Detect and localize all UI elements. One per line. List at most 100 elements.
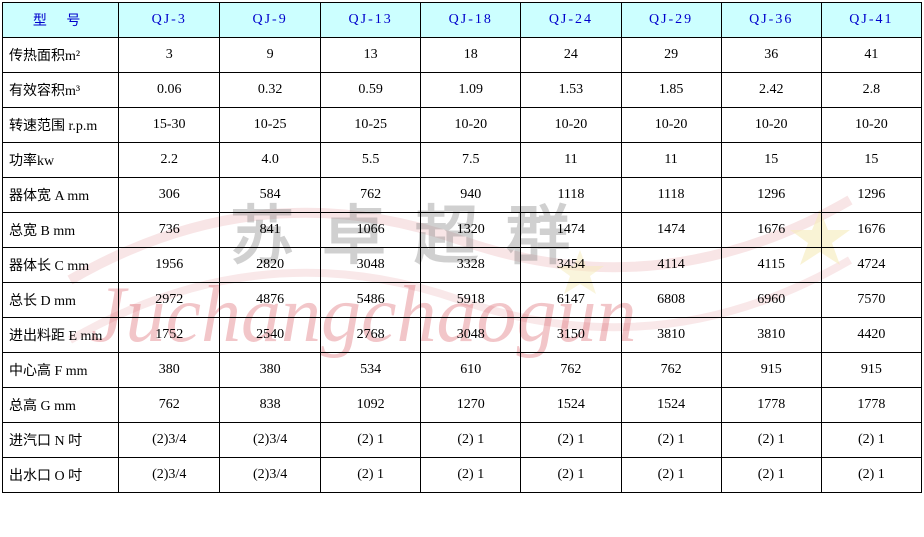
cell: (2) 1 (421, 423, 521, 458)
cell: 15 (821, 143, 921, 178)
cell: 4876 (220, 283, 321, 318)
cell: 1474 (621, 213, 721, 248)
cell: 10-20 (421, 108, 521, 143)
cell: 915 (721, 353, 821, 388)
cell: (2)3/4 (220, 423, 321, 458)
cell: 2768 (321, 318, 421, 353)
cell: 1778 (721, 388, 821, 423)
cell: 5.5 (321, 143, 421, 178)
cell: (2) 1 (821, 458, 921, 493)
cell: (2)3/4 (220, 458, 321, 493)
cell: 4115 (721, 248, 821, 283)
cell: 5486 (321, 283, 421, 318)
cell: 1118 (621, 178, 721, 213)
table-row: 传热面积m²39131824293641 (3, 38, 922, 73)
row-label: 出水口 O 吋 (3, 458, 119, 493)
table-row: 功率kw2.24.05.57.511111515 (3, 143, 922, 178)
row-label: 器体长 C mm (3, 248, 119, 283)
row-label: 进汽口 N 吋 (3, 423, 119, 458)
cell: 11 (621, 143, 721, 178)
table-row: 进出料距 E mm1752254027683048315038103810442… (3, 318, 922, 353)
row-label: 有效容积m³ (3, 73, 119, 108)
cell: 13 (321, 38, 421, 73)
cell: 2820 (220, 248, 321, 283)
cell: 4114 (621, 248, 721, 283)
row-label: 进出料距 E mm (3, 318, 119, 353)
spec-table: 型 号 QJ-3 QJ-9 QJ-13 QJ-18 QJ-24 QJ-29 QJ… (2, 2, 922, 493)
cell: 10-20 (521, 108, 621, 143)
cell: 762 (119, 388, 220, 423)
cell: 736 (119, 213, 220, 248)
cell: 10-20 (821, 108, 921, 143)
cell: 610 (421, 353, 521, 388)
cell: 3328 (421, 248, 521, 283)
cell: 2.8 (821, 73, 921, 108)
row-label: 功率kw (3, 143, 119, 178)
cell: 3048 (321, 248, 421, 283)
cell: 0.32 (220, 73, 321, 108)
row-label: 总高 G mm (3, 388, 119, 423)
cell: 380 (220, 353, 321, 388)
cell: 1676 (821, 213, 921, 248)
table-row: 有效容积m³0.060.320.591.091.531.852.422.8 (3, 73, 922, 108)
cell: 0.59 (321, 73, 421, 108)
cell: 29 (621, 38, 721, 73)
table-row: 转速范围 r.p.m15-3010-2510-2510-2010-2010-20… (3, 108, 922, 143)
cell: 4420 (821, 318, 921, 353)
row-label: 总长 D mm (3, 283, 119, 318)
header-model: QJ-41 (821, 3, 921, 38)
cell: 306 (119, 178, 220, 213)
header-model: QJ-29 (621, 3, 721, 38)
cell: (2) 1 (521, 423, 621, 458)
cell: 1118 (521, 178, 621, 213)
cell: 0.06 (119, 73, 220, 108)
cell: 1.53 (521, 73, 621, 108)
cell: 1956 (119, 248, 220, 283)
cell: 915 (821, 353, 921, 388)
cell: 1320 (421, 213, 521, 248)
cell: (2)3/4 (119, 423, 220, 458)
table-row: 中心高 F mm380380534610762762915915 (3, 353, 922, 388)
cell: 5918 (421, 283, 521, 318)
cell: 380 (119, 353, 220, 388)
row-label: 传热面积m² (3, 38, 119, 73)
cell: 762 (521, 353, 621, 388)
row-label: 转速范围 r.p.m (3, 108, 119, 143)
cell: 10-20 (621, 108, 721, 143)
cell: 2972 (119, 283, 220, 318)
cell: 1524 (521, 388, 621, 423)
cell: (2) 1 (321, 458, 421, 493)
cell: 4.0 (220, 143, 321, 178)
cell: (2) 1 (721, 458, 821, 493)
cell: 15-30 (119, 108, 220, 143)
table-row: 总高 G mm762838109212701524152417781778 (3, 388, 922, 423)
row-label: 器体宽 A mm (3, 178, 119, 213)
cell: 3048 (421, 318, 521, 353)
cell: (2) 1 (821, 423, 921, 458)
cell: 9 (220, 38, 321, 73)
cell: 838 (220, 388, 321, 423)
cell: 1270 (421, 388, 521, 423)
table-row: 出水口 O 吋(2)3/4(2)3/4(2) 1(2) 1(2) 1(2) 1(… (3, 458, 922, 493)
cell: 1296 (821, 178, 921, 213)
cell: (2) 1 (621, 458, 721, 493)
cell: 1.09 (421, 73, 521, 108)
table-row: 器体宽 A mm3065847629401118111812961296 (3, 178, 922, 213)
cell: (2) 1 (321, 423, 421, 458)
cell: 1524 (621, 388, 721, 423)
cell: (2) 1 (621, 423, 721, 458)
cell: 762 (621, 353, 721, 388)
cell: 11 (521, 143, 621, 178)
cell: 1092 (321, 388, 421, 423)
header-model-label: 型 号 (3, 3, 119, 38)
cell: 1474 (521, 213, 621, 248)
cell: 1.85 (621, 73, 721, 108)
cell: 15 (721, 143, 821, 178)
header-model: QJ-36 (721, 3, 821, 38)
cell: (2)3/4 (119, 458, 220, 493)
cell: 6147 (521, 283, 621, 318)
cell: 3150 (521, 318, 621, 353)
spec-table-body: 传热面积m²39131824293641有效容积m³0.060.320.591.… (3, 38, 922, 493)
header-model: QJ-18 (421, 3, 521, 38)
header-model: QJ-24 (521, 3, 621, 38)
